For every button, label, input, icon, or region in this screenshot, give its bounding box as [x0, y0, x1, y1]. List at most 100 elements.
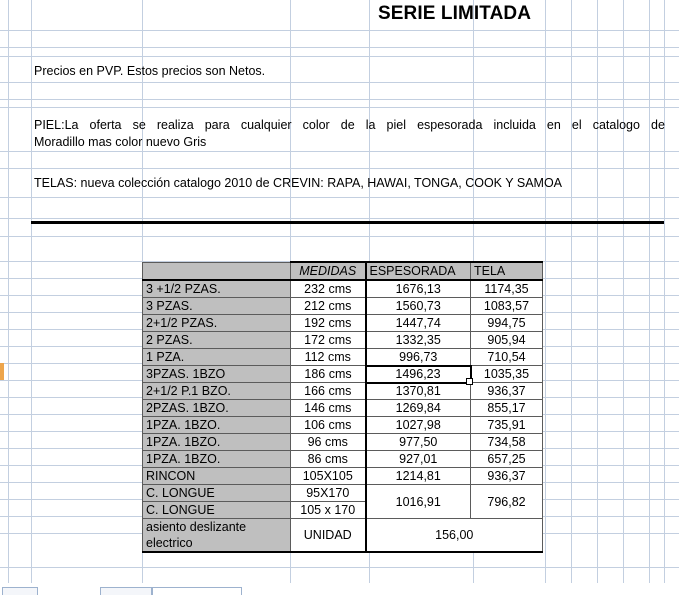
piel-word: color [302, 118, 330, 132]
row-label: 1PZA. 1BZO. [142, 433, 291, 451]
note-precios: Precios en PVP. Estos precios son Netos. [34, 64, 266, 78]
row-medidas: 105X105 [290, 467, 366, 485]
row-medidas: UNIDAD [290, 518, 366, 553]
row-espesorada: 977,50 [364, 433, 471, 451]
fill-handle[interactable] [466, 378, 473, 385]
row-espesorada-merged: 1016,91 [364, 484, 471, 519]
row-espesorada: 1332,35 [364, 331, 471, 349]
piel-word: en [546, 118, 561, 132]
row-label: asiento deslizante electrico [142, 518, 291, 553]
row-label: 1PZA. 1BZO. [142, 450, 291, 468]
table-row: C. LONGUE 105 x 170 [142, 501, 543, 519]
active-cell-value: 1496,23 [395, 367, 441, 381]
piel-word: para [204, 118, 230, 132]
table-row: RINCON 105X105 1214,81 936,37 [142, 467, 543, 485]
row-label: C. LONGUE [142, 484, 291, 502]
row-medidas: 232 cms [290, 279, 366, 298]
row-medidas: 112 cms [290, 348, 366, 366]
row-tela: 1035,35 [470, 365, 543, 383]
row-espesorada: 1676,13 [364, 279, 471, 298]
note-telas: TELAS: nueva colección catalogo 2010 de … [34, 176, 563, 190]
row-medidas: 166 cms [290, 382, 366, 400]
table-row: 1PZA. 1BZO. 96 cms 977,50 734,58 [142, 433, 543, 451]
piel-word: de [651, 118, 665, 132]
table-row: 3PZAS. 1BZO 186 cms 1496,23 1035,35 [142, 364, 543, 385]
row-medidas: 192 cms [290, 314, 366, 332]
row-medidas: 106 cms [290, 416, 366, 434]
row-tela: 994,75 [470, 314, 543, 332]
piel-word: cualquier [240, 118, 292, 132]
piel-word: el [571, 118, 582, 132]
table-header-row: MEDIDAS ESPESORADA TELA [142, 261, 543, 281]
header-label-cell [142, 261, 291, 281]
table-row: 3 PZAS. 212 cms 1560,73 1083,57 [142, 297, 543, 315]
piel-word: incluida [493, 118, 536, 132]
section-divider-rule [31, 221, 664, 224]
row-label: C. LONGUE [142, 501, 291, 519]
header-tela: TELA [470, 261, 543, 281]
row-medidas: 96 cms [290, 433, 366, 451]
row-medidas: 95X170 [290, 484, 366, 502]
table-row: 1 PZA. 112 cms 996,73 710,54 [142, 348, 543, 366]
row-label: 2+1/2 PZAS. [142, 314, 291, 332]
piel-word: de [340, 118, 355, 132]
sheet-tab[interactable] [2, 587, 38, 595]
active-row-marker [0, 363, 4, 380]
row-tela: 734,58 [470, 433, 543, 451]
piel-word: catalogo [592, 118, 640, 132]
note-piel-line2: Moradillo mas color nuevo Gris [34, 135, 207, 149]
table-row: 2+1/2 PZAS. 192 cms 1447,74 994,75 [142, 314, 543, 332]
piel-word: realiza [156, 118, 194, 132]
row-tela: 1174,35 [470, 279, 543, 298]
row-label: 2+1/2 P.1 BZO. [142, 382, 291, 400]
row-medidas: 172 cms [290, 331, 366, 349]
row-label: RINCON [142, 467, 291, 485]
piel-word: se [132, 118, 146, 132]
row-espesorada: 1269,84 [364, 399, 471, 417]
row-tela: 855,17 [470, 399, 543, 417]
row-tela: 735,91 [470, 416, 543, 434]
piel-word: oferta [89, 118, 122, 132]
row-medidas: 105 x 170 [290, 501, 366, 519]
sheet-tab[interactable] [152, 587, 242, 595]
row-espesorada: 1027,98 [364, 416, 471, 434]
row-label: 2PZAS. 1BZO. [142, 399, 291, 417]
price-table: MEDIDAS ESPESORADA TELA 3 +1/2 PZAS. 232… [142, 261, 543, 553]
piel-word: la [365, 118, 376, 132]
row-medidas: 212 cms [290, 297, 366, 315]
row-espesorada: 1560,73 [364, 297, 471, 315]
table-row: 1PZA. 1BZO. 106 cms 1027,98 735,91 [142, 416, 543, 434]
header-espesorada: ESPESORADA [364, 261, 471, 281]
table-row: 3 +1/2 PZAS. 232 cms 1676,13 1174,35 [142, 279, 543, 298]
page-title: SERIE LIMITADA [378, 3, 532, 24]
table-row: 2+1/2 P.1 BZO. 166 cms 1370,81 936,37 [142, 382, 543, 400]
row-tela: 936,37 [470, 382, 543, 400]
piel-word: espesorada [417, 118, 483, 132]
row-label: 1 PZA. [142, 348, 291, 366]
row-espesorada: 1214,81 [364, 467, 471, 485]
row-tela: 905,94 [470, 331, 543, 349]
row-medidas: 86 cms [290, 450, 366, 468]
row-label: 3 PZAS. [142, 297, 291, 315]
row-label: 3PZAS. 1BZO [142, 365, 291, 383]
row-tela: 710,54 [470, 348, 543, 366]
piel-word: piel [386, 118, 407, 132]
sheet-tab[interactable] [100, 587, 152, 595]
active-cell[interactable]: 1496,23 [364, 364, 473, 385]
row-espesorada-merged: 156,00 [364, 518, 543, 553]
row-espesorada: 1370,81 [364, 382, 471, 400]
table-row: 1PZA. 1BZO. 86 cms 927,01 657,25 [142, 450, 543, 468]
row-espesorada: 996,73 [364, 348, 471, 366]
table-row: C. LONGUE 95X170 1016,91 796,82 [142, 484, 543, 519]
row-espesorada: 927,01 [364, 450, 471, 468]
sheet-tab-strip [0, 583, 679, 595]
row-label: 2 PZAS. [142, 331, 291, 349]
row-label: 3 +1/2 PZAS. [142, 279, 291, 298]
header-medidas: MEDIDAS [290, 261, 366, 281]
row-tela-merged: 796,82 [470, 484, 543, 519]
table-row: 2PZAS. 1BZO. 146 cms 1269,84 855,17 [142, 399, 543, 417]
row-medidas: 186 cms [290, 365, 366, 383]
row-tela: 657,25 [470, 450, 543, 468]
row-medidas: 146 cms [290, 399, 366, 417]
